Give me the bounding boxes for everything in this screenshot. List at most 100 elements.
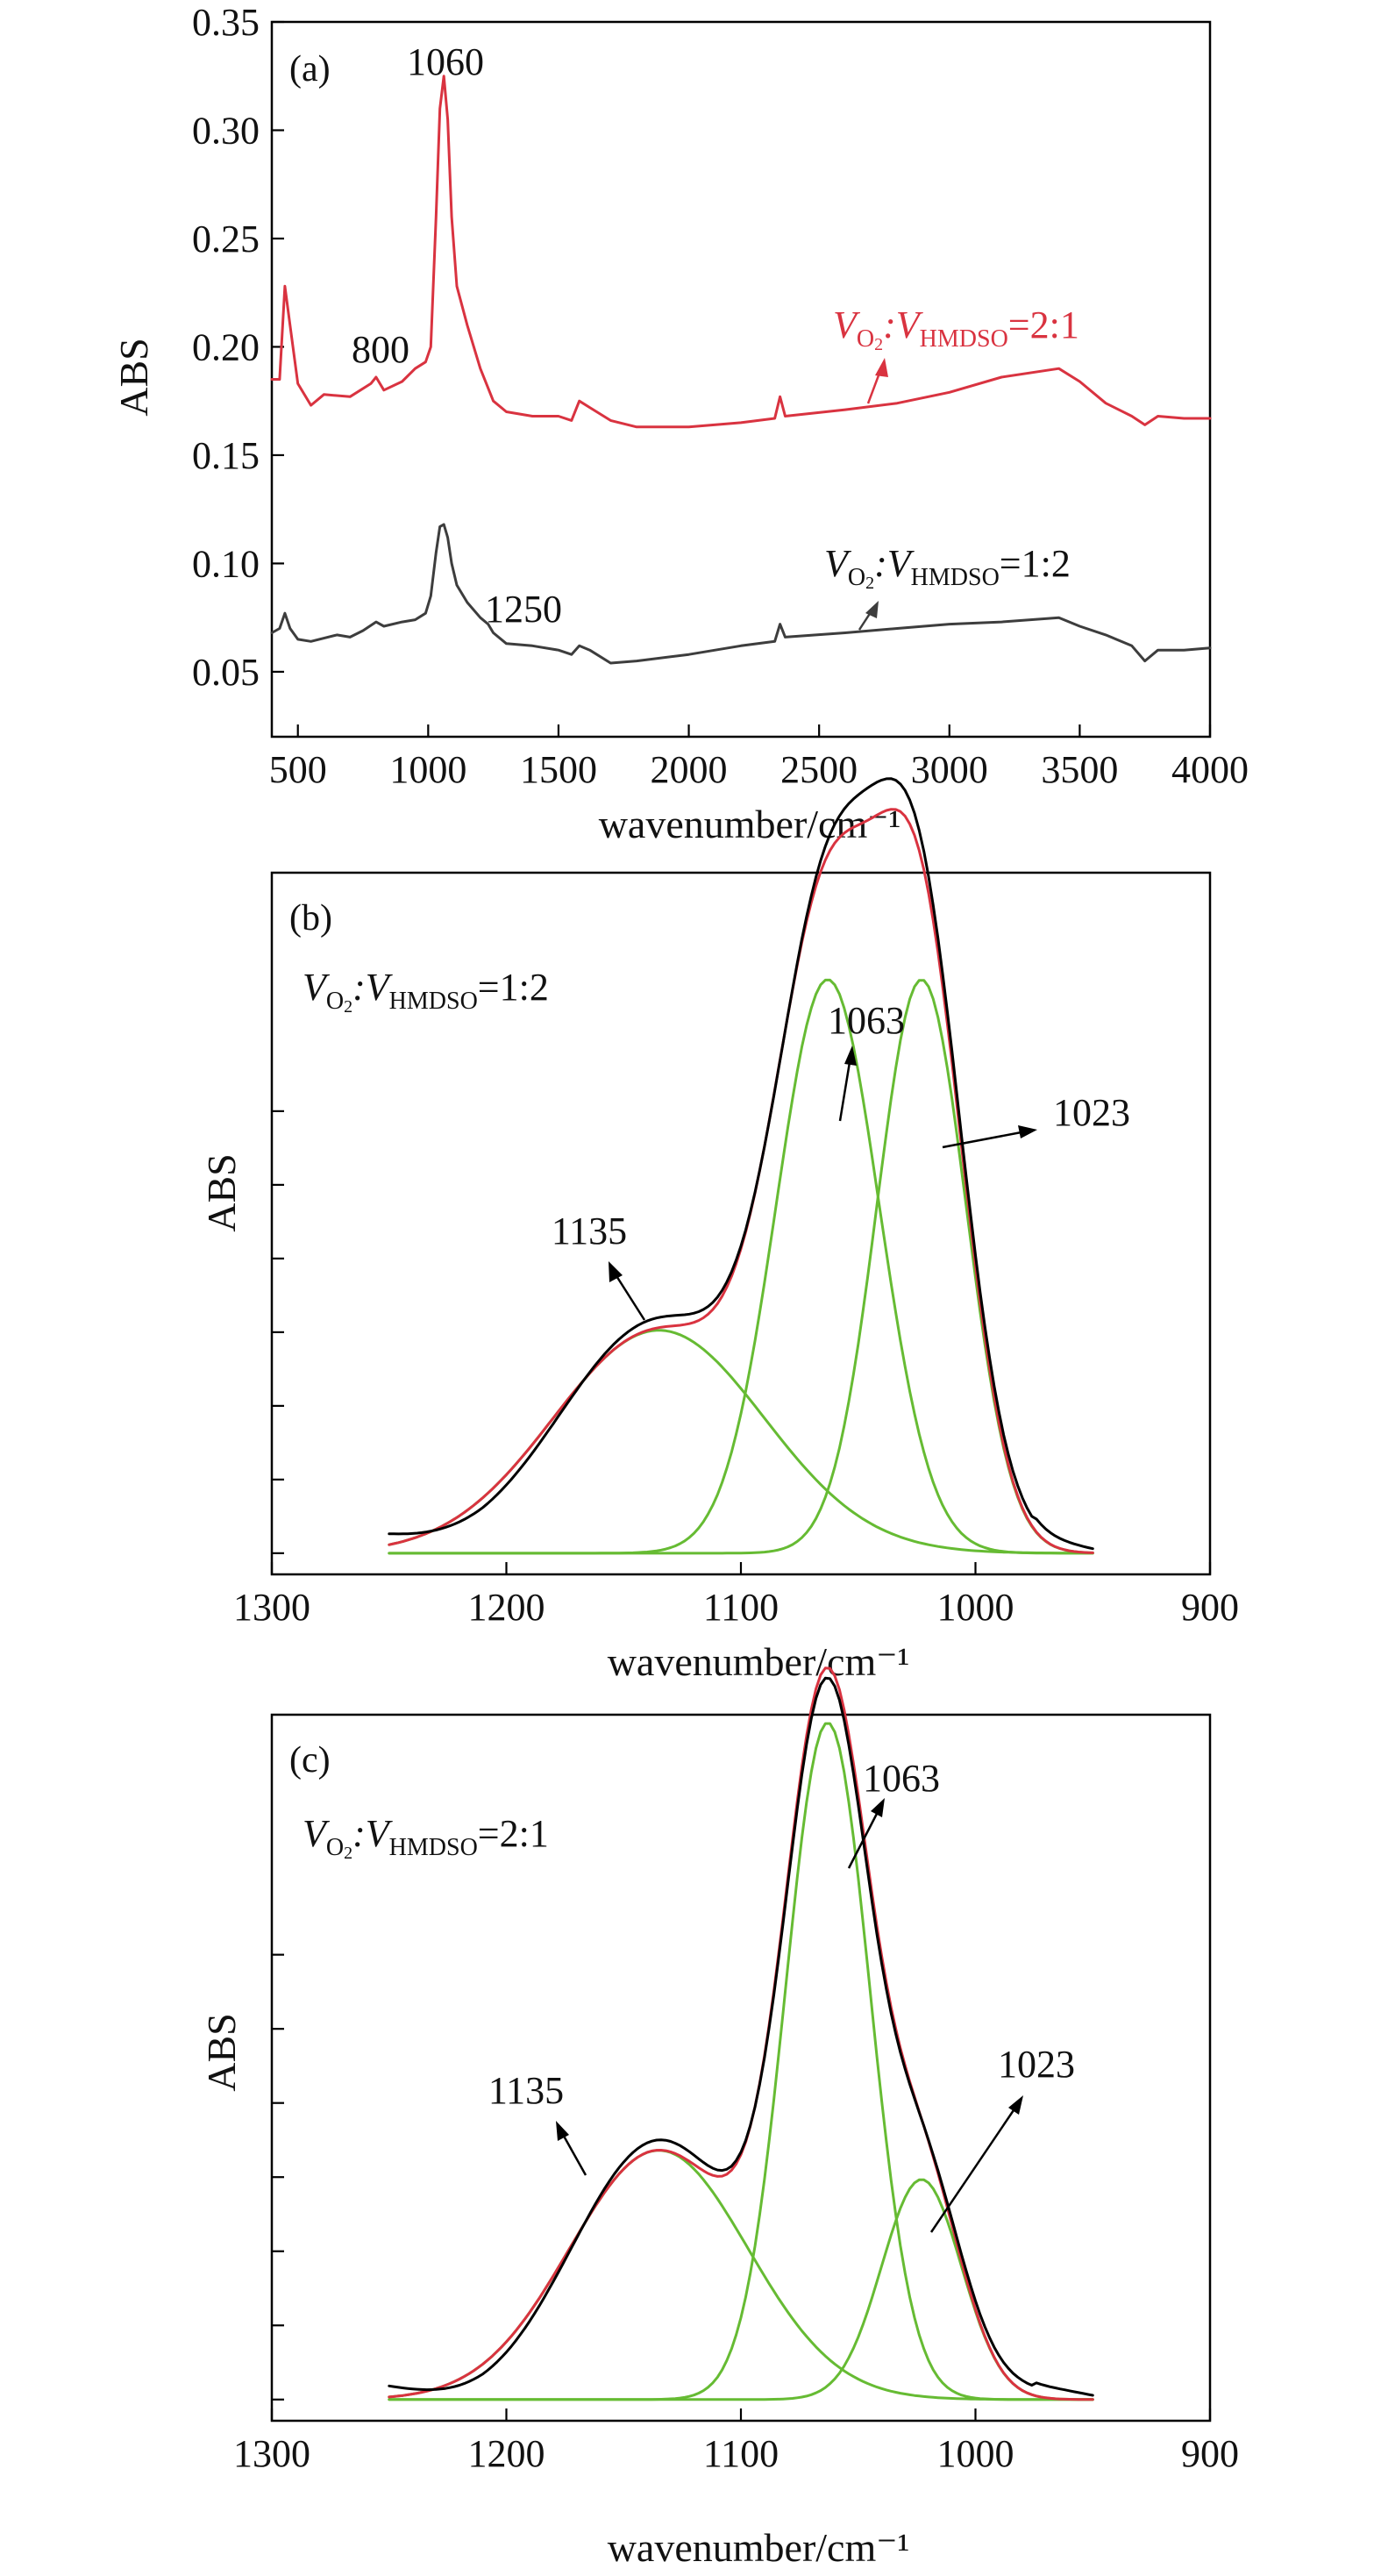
- c-xtick-label: 1100: [703, 2432, 779, 2475]
- c-xtick-label: 900: [1181, 2432, 1239, 2475]
- a-xtick-label: 3000: [911, 748, 988, 791]
- annotation-1060: 1060: [407, 40, 484, 83]
- legend-2-1-sep: :V: [883, 303, 924, 346]
- panel-b-legend: VO2:VHMDSO=1:2: [303, 966, 549, 1017]
- legend-1-2-arrowhead: [865, 601, 879, 618]
- arrowhead-b-1023: [1018, 1125, 1037, 1138]
- component-peak-1023: [388, 979, 1094, 1555]
- a-xtick-label: 4000: [1171, 748, 1249, 791]
- legend-2-1-ratio: =2:1: [1008, 303, 1079, 346]
- panel-a-xlabel: wavenumber/cm⁻¹: [599, 802, 901, 846]
- panel-b-ylabel: ABS: [199, 1153, 244, 1231]
- arrow-b-1023: [942, 1130, 1027, 1149]
- annotation-1250: 1250: [485, 588, 562, 631]
- a-ytick-label: 0.05: [192, 651, 260, 694]
- annotation-b-1063: 1063: [828, 999, 905, 1042]
- series-ratio-1-2: [270, 523, 1212, 665]
- b-xtick-label: 900: [1181, 1586, 1239, 1629]
- panel-b-xlabel: wavenumber/cm⁻¹: [608, 1639, 910, 1684]
- a-xtick-label: 3500: [1041, 748, 1118, 791]
- legend-1-2-o: O: [848, 564, 865, 591]
- c-xtick-label: 1300: [233, 2432, 310, 2475]
- legend-2-1-arrowhead: [875, 358, 888, 377]
- component-peak-1135: [388, 2149, 1094, 2401]
- a-ytick-label: 0.15: [192, 434, 260, 477]
- measured-curve: [388, 1676, 1094, 2397]
- legend-1-2-v: V: [824, 542, 852, 585]
- arrowhead-c-1135: [556, 2121, 569, 2141]
- panel-c-label: (c): [289, 1740, 331, 1780]
- annotation-c-1063: 1063: [863, 1757, 940, 1800]
- annotation-800: 800: [352, 328, 409, 371]
- panel-c-series: [388, 1666, 1094, 2401]
- panel-c-xlabel: wavenumber/cm⁻¹: [608, 2525, 910, 2570]
- legend-2-1-v: V: [833, 303, 861, 346]
- annotation-b-1023: 1023: [1053, 1091, 1130, 1134]
- c-xtick-label: 1200: [468, 2432, 545, 2475]
- arrowhead-c-1023: [1008, 2095, 1023, 2115]
- a-ytick-label: 0.20: [192, 325, 260, 368]
- panel-a-ylabel: ABS: [111, 338, 156, 416]
- panel-a-x-ticks: 500 1000 1500 2000 2500 3000 3500 4000: [269, 724, 1249, 791]
- panel-b-series: [388, 777, 1094, 1555]
- a-xtick-label: 2500: [780, 748, 858, 791]
- svg-text:VO2:VHMDSO=1:2: VO2:VHMDSO=1:2: [824, 542, 1071, 593]
- arrow-c-1063: [847, 1808, 881, 1869]
- a-xtick-label: 1500: [520, 748, 597, 791]
- panel-b-x-ticks: 1300 1200 1100 1000 900: [233, 1562, 1239, 1629]
- b-xtick-label: 1000: [937, 1586, 1014, 1629]
- arrow-c-1023: [929, 2104, 1019, 2233]
- arrow-b-1135: [612, 1271, 646, 1321]
- panel-c-ylabel: ABS: [199, 2013, 244, 2091]
- panel-a-label: (a): [289, 49, 331, 89]
- legend-1-2-hmdso: HMDSO: [911, 564, 1000, 591]
- arrowhead-b-1063: [844, 1045, 857, 1066]
- legend-2-1-o: O: [857, 325, 874, 353]
- arrow-b-1063: [838, 1056, 852, 1122]
- annotation-b-1135: 1135: [552, 1210, 627, 1252]
- legend-1-2-2: 2: [865, 574, 874, 593]
- a-ytick-label: 0.30: [192, 109, 260, 152]
- panel-b-y-ticks: [272, 1110, 284, 1554]
- panel-c-y-ticks: [272, 1953, 284, 2401]
- fit-curve: [388, 1666, 1094, 2401]
- component-peak-1063: [388, 978, 1094, 1555]
- svg-text:VO2:VHMDSO=2:1: VO2:VHMDSO=2:1: [833, 303, 1079, 354]
- series-ratio-2-1: [270, 75, 1212, 429]
- panel-b-frame: [270, 871, 1212, 1576]
- a-ytick-label: 0.10: [192, 542, 260, 585]
- panel-c-x-ticks: 1300 1200 1100 1000 900: [233, 2408, 1239, 2475]
- c-xtick-label: 1000: [937, 2432, 1014, 2475]
- a-xtick-label: 2000: [651, 748, 728, 791]
- arrowhead-b-1135: [609, 1261, 623, 1282]
- fit-curve: [388, 808, 1094, 1554]
- component-peak-1023: [388, 2178, 1094, 2401]
- legend-2-1-hmdso: HMDSO: [920, 325, 1008, 353]
- panel-a: 0.05 0.10 0.15 0.20 0.25 0.30 0.35 500 1000 1500…: [111, 1, 1249, 846]
- b-xtick-label: 1300: [233, 1586, 310, 1629]
- arrow-c-1135: [559, 2130, 587, 2176]
- panel-c-legend: VO2:VHMDSO=2:1: [303, 1812, 549, 1863]
- b-xtick-label: 1200: [468, 1586, 545, 1629]
- b-xtick-label: 1100: [703, 1586, 779, 1629]
- a-ytick-label: 0.25: [192, 218, 260, 260]
- panel-c: 1300 1200 1100 1000 900 (c) ABS wavenumber/c…: [199, 1666, 1239, 2570]
- annotation-c-1023: 1023: [998, 2043, 1075, 2086]
- legend-ratio-1-2: VO2:VHMDSO=1:2: [824, 542, 1071, 631]
- panel-a-series: [270, 75, 1212, 665]
- panel-a-y-ticks: 0.05 0.10 0.15 0.20 0.25 0.30 0.35: [192, 1, 284, 694]
- legend-ratio-2-1: VO2:VHMDSO=2:1: [833, 303, 1079, 404]
- a-xtick-label: 1000: [389, 748, 466, 791]
- a-xtick-label: 500: [269, 748, 327, 791]
- legend-1-2-ratio: =1:2: [1000, 542, 1071, 585]
- panel-b-label: (b): [289, 898, 332, 938]
- a-ytick-label: 0.35: [192, 1, 260, 44]
- legend-1-2-sep: :V: [874, 542, 915, 585]
- legend-2-1-2: 2: [874, 335, 883, 354]
- arrowhead-c-1063: [871, 1798, 885, 1817]
- panel-b: 1300 1200 1100 1000 900 (b) ABS wavenumber/c…: [199, 777, 1239, 1684]
- panel-a-frame: [270, 20, 1212, 739]
- annotation-c-1135: 1135: [488, 2069, 564, 2112]
- measured-curve: [388, 777, 1094, 1551]
